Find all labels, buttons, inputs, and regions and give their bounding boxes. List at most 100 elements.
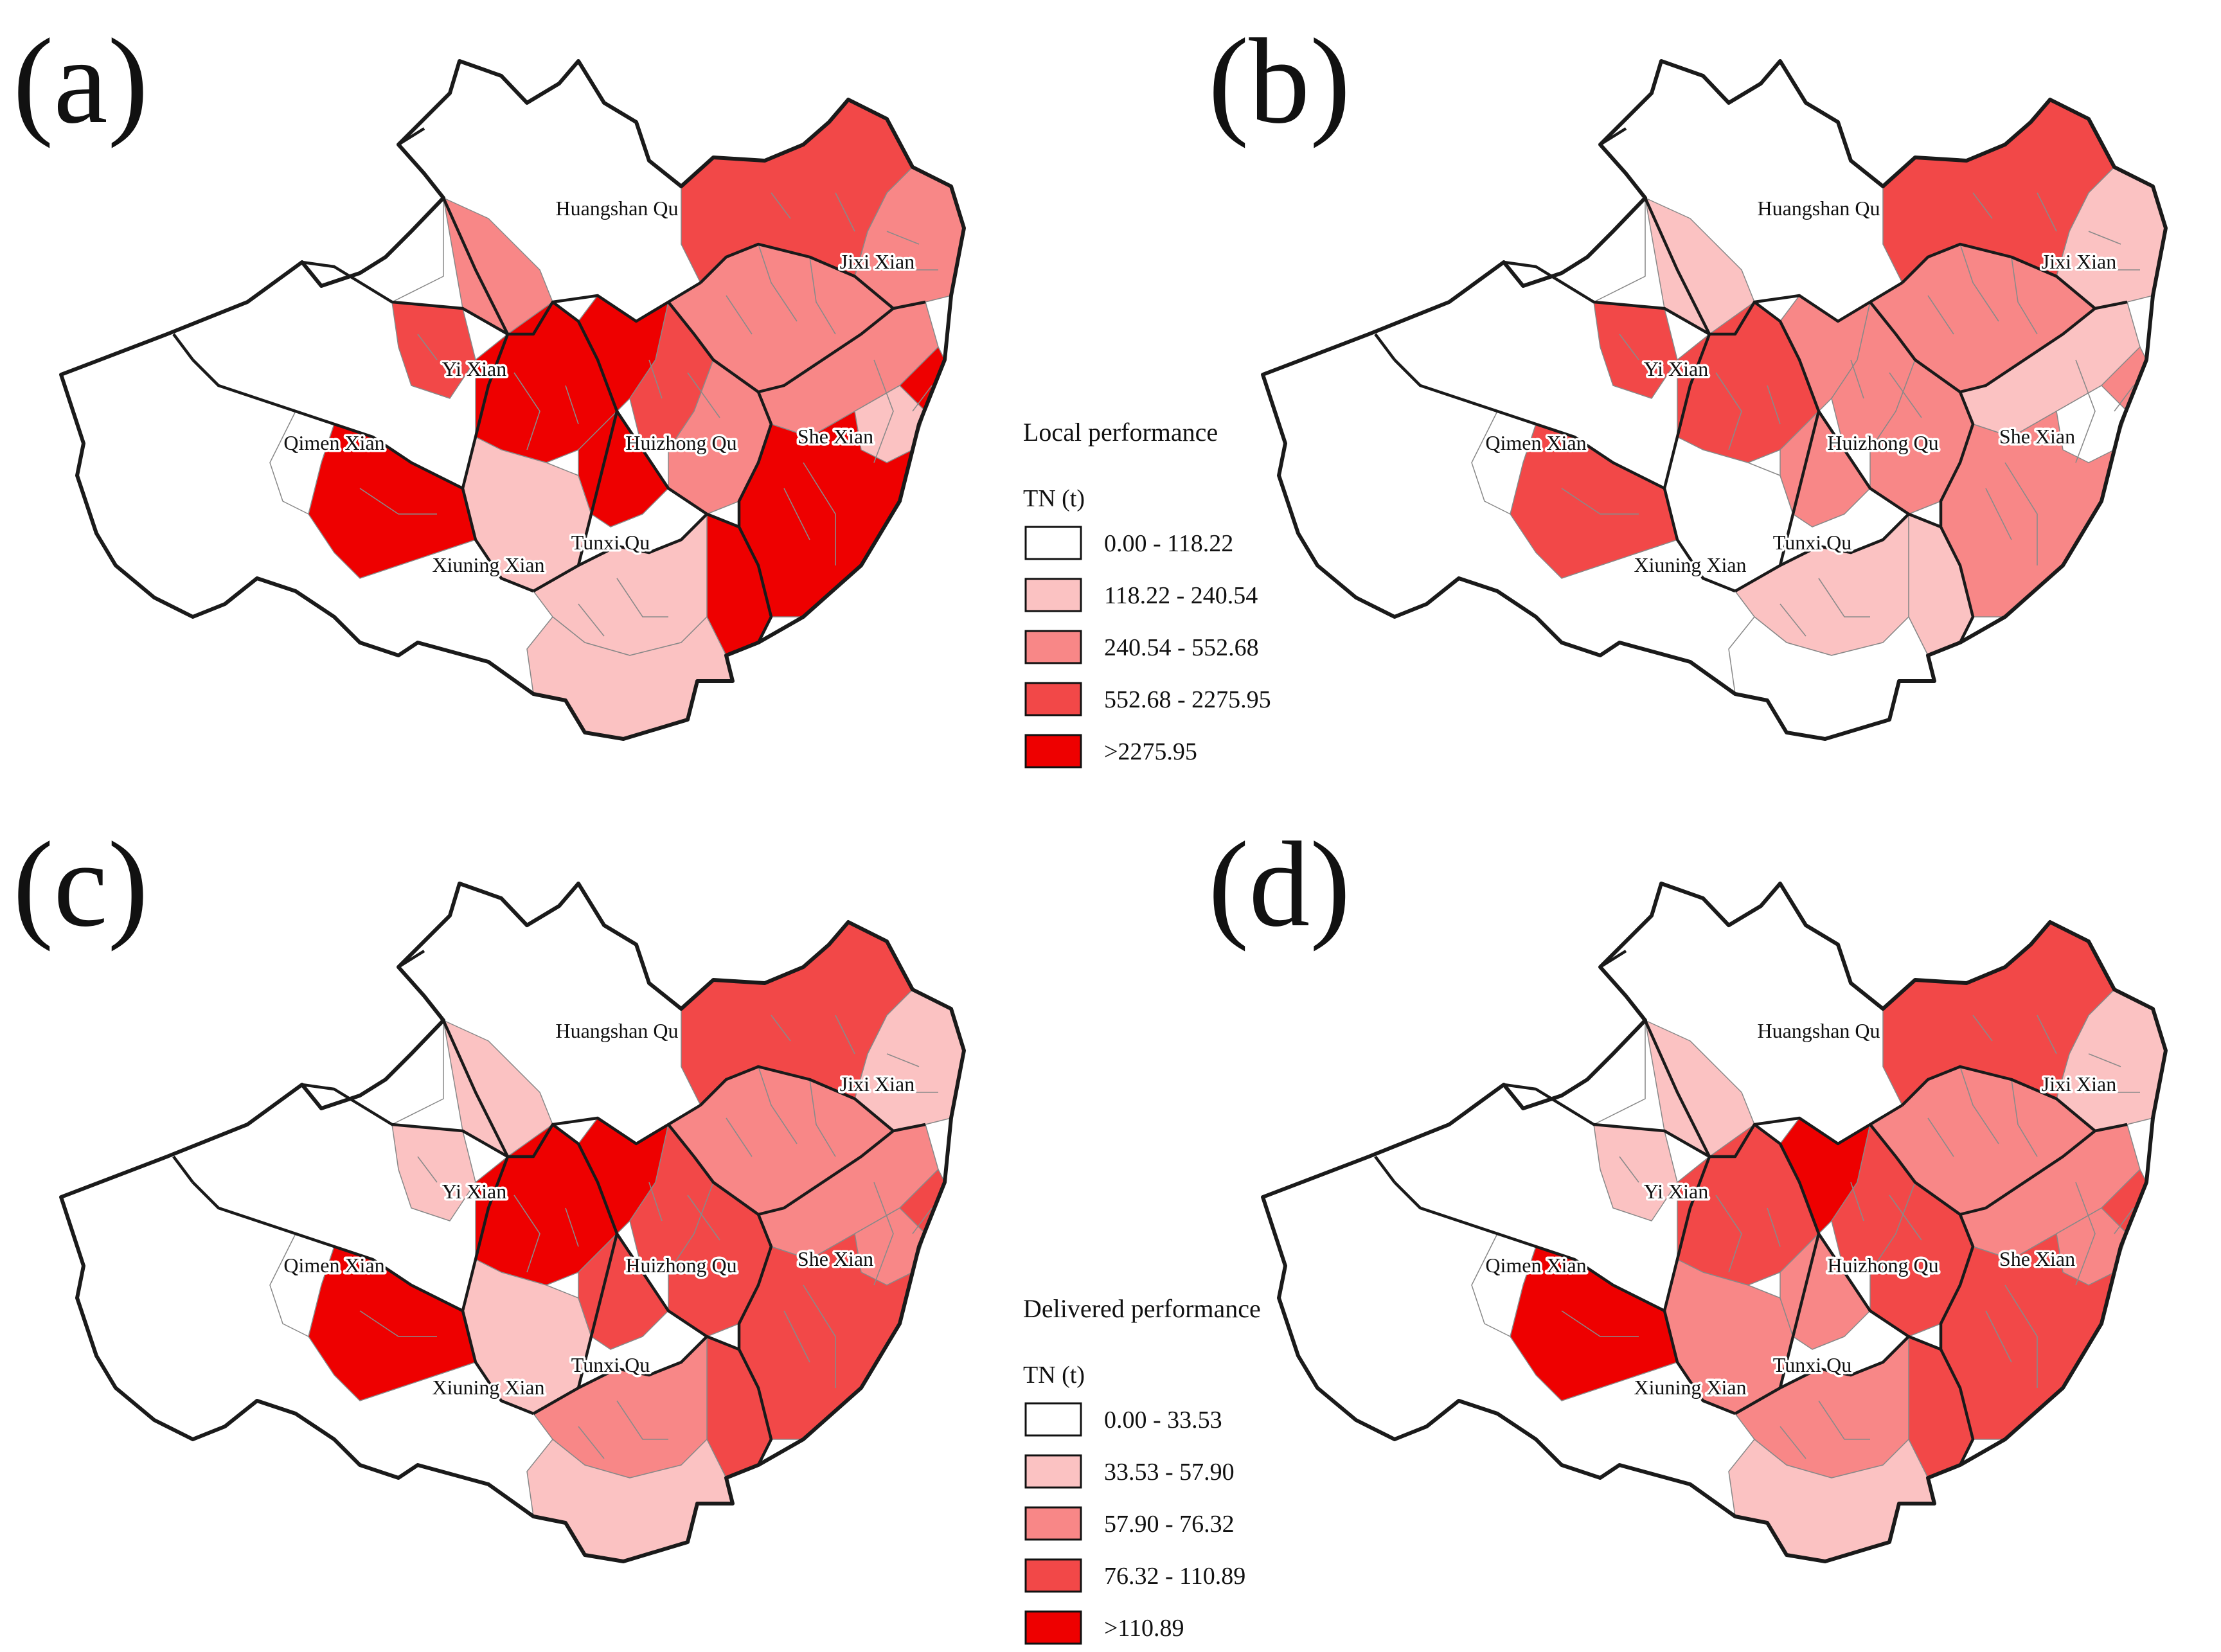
legend-range-label: 0.00 - 118.22: [1104, 530, 1233, 557]
county-boundary: [1374, 1155, 1396, 1184]
township-boundary: [2114, 385, 2134, 412]
county-label-huangshan: Huangshan Qu: [555, 1019, 678, 1042]
legend-delivered-title: Delivered performance: [1023, 1294, 1261, 1323]
county-label-qimen: Qimen Xian: [283, 431, 384, 454]
legend-swatch: [1024, 526, 1082, 560]
township-boundary: [1561, 488, 1639, 515]
legend-range-label: 0.00 - 33.53: [1104, 1407, 1222, 1434]
county-boundary: [1778, 411, 1821, 566]
legend-range-label: 240.54 - 552.68: [1104, 634, 1259, 661]
township-boundary: [1850, 359, 1864, 399]
county-label-qimen: Qimen Xian: [283, 1254, 384, 1277]
township-boundary: [648, 359, 663, 399]
county-label-she: She Xian: [798, 425, 873, 448]
township-boundary: [1715, 372, 1742, 450]
township-boundary: [1715, 1195, 1742, 1273]
township-boundary: [809, 256, 836, 335]
county-boundary: [1939, 1214, 1975, 1466]
township-boundary: [726, 1117, 753, 1157]
township-boundary: [1818, 578, 1870, 617]
township-boundary: [565, 385, 579, 425]
legend-local-rows: 0.00 - 118.22 118.22 - 240.54 240.54 - 552…: [1024, 526, 1271, 768]
legend-delivered-subtitle: TN (t): [1023, 1362, 1085, 1389]
county-boundary: [172, 333, 194, 361]
township-boundary: [803, 462, 836, 565]
map-geometry: Huangshan Qu Jixi Xian Yi Xian Qimen Xian Hu…: [1261, 59, 2168, 741]
county-boundary: [1734, 513, 1910, 592]
township-boundary: [2011, 256, 2038, 335]
township-boundary: [513, 372, 540, 450]
township-boundary: [886, 231, 920, 245]
legend-swatch: [1024, 734, 1082, 768]
legend-swatch: [1024, 1454, 1082, 1489]
map-geometry: Huangshan Qu Jixi Xian Yi Xian Qimen Xian Hu…: [59, 882, 966, 1563]
township-boundary: [578, 1426, 605, 1459]
panel-a-label: (a): [13, 14, 148, 149]
township-boundary: [912, 1207, 932, 1234]
county-label-huizhong: Huizhong Qu: [1827, 431, 1938, 454]
county-boundary: [576, 1233, 619, 1389]
township-boundary: [1972, 192, 1993, 219]
legend-swatch: [1024, 1610, 1082, 1645]
panel-a-map: Huangshan Qu Jixi Xian Yi Xian Qimen Xian Hu…: [59, 59, 966, 741]
county-label-she: She Xian: [1999, 425, 2075, 448]
legend-range-label: 118.22 - 240.54: [1104, 582, 1258, 609]
legend-swatch: [1024, 1506, 1082, 1541]
county-boundary: [1393, 359, 1666, 490]
township-boundary: [578, 603, 605, 637]
county-label-qimen: Qimen Xian: [1485, 431, 1586, 454]
township-boundary: [1779, 1426, 1806, 1459]
county-label-tunxi: Tunxi Qu: [1773, 531, 1851, 554]
legend-local-title: Local performance: [1023, 418, 1218, 447]
legend-swatch: [1024, 682, 1082, 716]
township-boundary: [2004, 462, 2038, 565]
township-boundary: [1927, 1117, 1954, 1157]
township-boundary: [2075, 359, 2096, 463]
county-boundary: [192, 1181, 464, 1313]
county-boundary: [1869, 300, 2128, 394]
township-boundary: [1889, 1195, 1922, 1241]
county-label-yi: Yi Xian: [442, 357, 506, 380]
panel-c-label: (c): [13, 817, 148, 952]
township-boundary: [513, 1195, 540, 1273]
county-label-xiuning: Xiuning Xian: [432, 1376, 544, 1399]
township-boundary: [565, 1207, 579, 1247]
county-label-huizhong: Huizhong Qu: [625, 431, 736, 454]
township-boundary: [1561, 1310, 1639, 1337]
panel-d-map: Huangshan Qu Jixi Xian Yi Xian Qimen Xian Hu…: [1261, 882, 2168, 1563]
panel-b-label: (b): [1208, 14, 1351, 149]
county-boundary: [699, 242, 895, 310]
county-boundary: [551, 301, 740, 529]
map-geometry: Huangshan Qu Jixi Xian Yi Xian Qimen Xian Hu…: [1261, 882, 2168, 1563]
legend-swatch: [1024, 630, 1082, 664]
county-label-huizhong: Huizhong Qu: [625, 1254, 736, 1277]
township-boundary: [1767, 1207, 1781, 1247]
county-boundary: [1901, 242, 2096, 310]
township-boundary: [2088, 231, 2121, 245]
county-boundary: [1753, 301, 1941, 529]
county-boundary: [532, 513, 708, 592]
county-boundary: [737, 1214, 773, 1466]
county-label-huangshan: Huangshan Qu: [1757, 197, 1880, 220]
map-panel-c: (c) Huangshan Qu Jixi Xian Yi Xian Qimen Xi…: [13, 817, 966, 1563]
township-boundary: [1619, 1156, 1639, 1183]
county-label-xiuning: Xiuning Xian: [432, 553, 544, 576]
township-boundary: [873, 359, 894, 463]
county-label-tunxi: Tunxi Qu: [1773, 1353, 1851, 1376]
legend-range-label: 33.53 - 57.90: [1104, 1459, 1235, 1486]
county-boundary: [172, 1155, 194, 1184]
county-boundary: [699, 1065, 895, 1132]
township-boundary: [687, 372, 720, 418]
county-label-yi: Yi Xian: [1644, 357, 1708, 380]
county-label-qimen: Qimen Xian: [1485, 1254, 1586, 1277]
legend-range-label: >2275.95: [1104, 738, 1197, 765]
county-boundary: [301, 1083, 702, 1159]
county-boundary: [667, 1123, 926, 1216]
township-boundary: [616, 578, 668, 617]
county-label-jixi: Jixi Xian: [2042, 250, 2116, 273]
township-boundary: [687, 1195, 720, 1241]
township-boundary: [1959, 1066, 1999, 1144]
township-boundary: [1850, 1182, 1864, 1221]
legend-range-label: 76.32 - 110.89: [1104, 1563, 1245, 1590]
